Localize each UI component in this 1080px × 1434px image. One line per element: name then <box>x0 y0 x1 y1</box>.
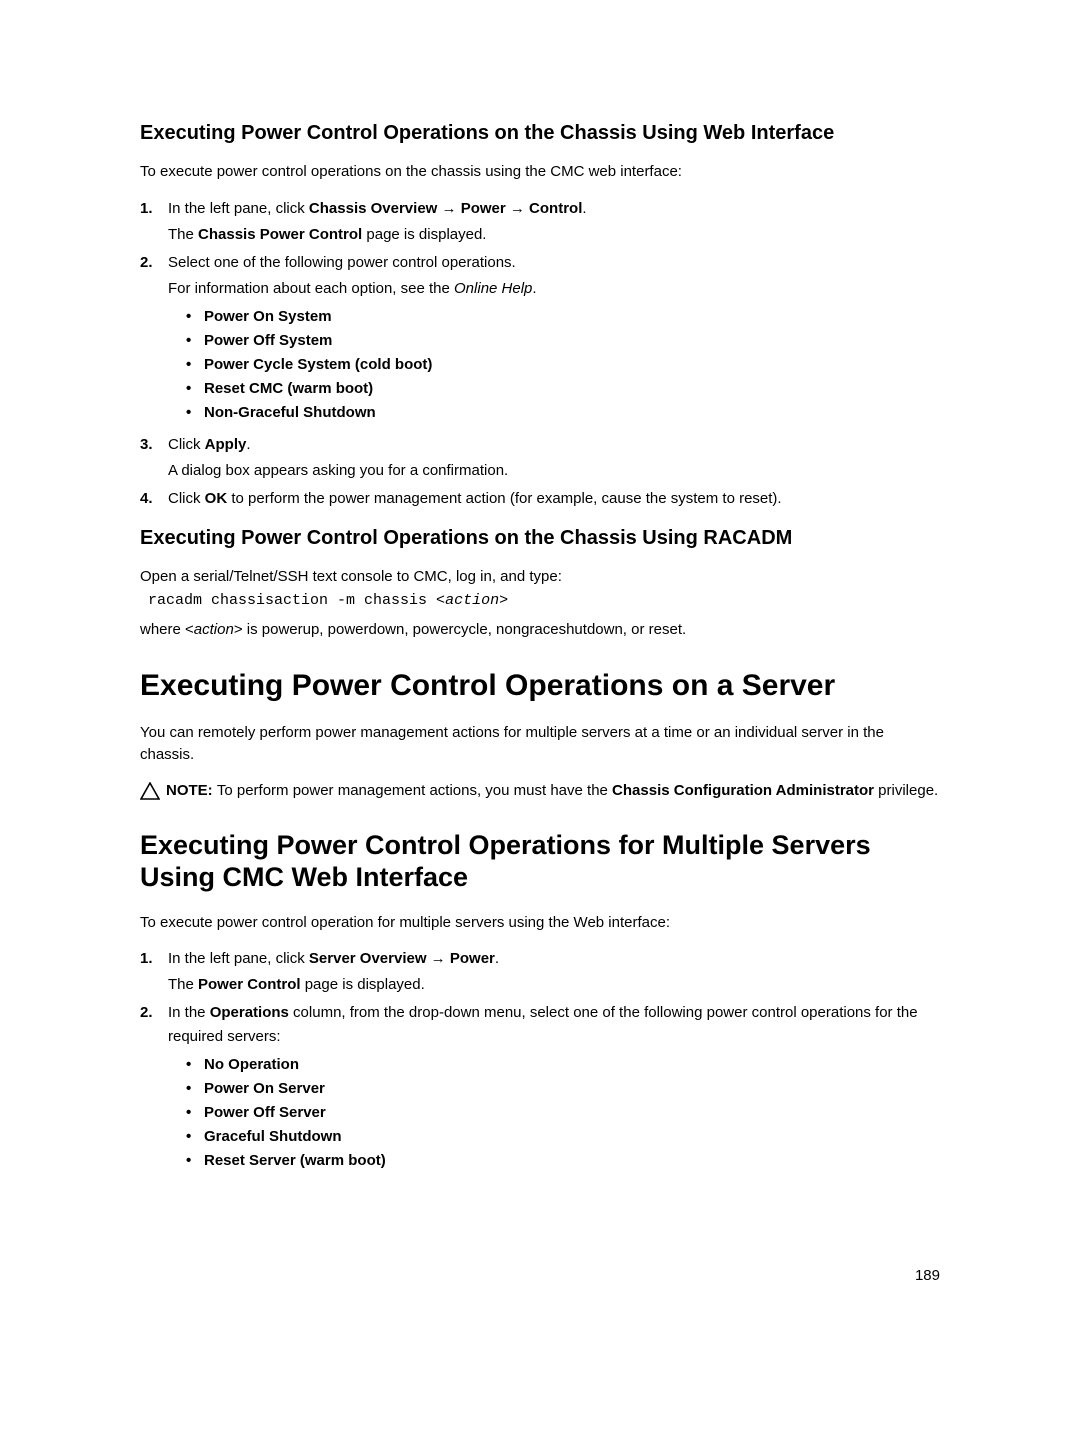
step-content: In the Operations column, from the drop-… <box>168 1001 940 1177</box>
text-bold: Power <box>450 950 495 967</box>
text: . <box>532 280 536 297</box>
step-number: 2. <box>140 251 168 429</box>
section4-title: Executing Power Control Operations for M… <box>140 829 940 894</box>
text-bold: Apply <box>205 436 247 453</box>
list-item: 2. Select one of the following power con… <box>140 251 940 429</box>
text-bold: Reset CMC (warm boot) <box>204 380 373 397</box>
text: . <box>495 950 499 967</box>
list-item: 3. Click Apply. A dialog box appears ask… <box>140 433 940 483</box>
step-content: Click OK to perform the power management… <box>168 487 940 511</box>
list-item: 1. In the left pane, click Chassis Overv… <box>140 197 940 247</box>
text-bold: Server Overview <box>309 950 427 967</box>
text-bold: Power Cycle System (cold boot) <box>204 356 432 373</box>
text-bold: Non-Graceful Shutdown <box>204 404 376 421</box>
text-bold: Chassis Power Control <box>198 226 362 243</box>
text: where < <box>140 621 194 638</box>
text-bold: Reset Server (warm boot) <box>204 1152 386 1169</box>
text: > <box>499 592 508 609</box>
text-bold: Graceful Shutdown <box>204 1128 342 1145</box>
text: → <box>437 200 460 217</box>
bullet-item: Graceful Shutdown <box>186 1125 940 1149</box>
text-bold: Power Control <box>198 976 301 993</box>
text-bold: No Operation <box>204 1056 299 1073</box>
text: To perform power management actions, you… <box>217 782 612 799</box>
text: > is powerup, powerdown, powercycle, non… <box>234 621 686 638</box>
text-italic: action <box>194 621 234 638</box>
step-number: 4. <box>140 487 168 511</box>
text: page is displayed. <box>362 226 486 243</box>
step-content: In the left pane, click Server Overview … <box>168 947 940 997</box>
bullet-item: Reset Server (warm boot) <box>186 1149 940 1173</box>
text-bold: Chassis Configuration Administrator <box>612 782 874 799</box>
list-item: 2. In the Operations column, from the dr… <box>140 1001 940 1177</box>
bullet-item: Power On System <box>186 305 940 329</box>
text-bold: OK <box>205 490 228 507</box>
section1-steps: 1. In the left pane, click Chassis Overv… <box>140 197 940 511</box>
section2-after: where <action> is powerup, powerdown, po… <box>140 619 940 641</box>
page-content: Executing Power Control Operations on th… <box>0 0 1080 1344</box>
step-number: 1. <box>140 947 168 997</box>
bullet-item: No Operation <box>186 1053 940 1077</box>
section2-intro: Open a serial/Telnet/SSH text console to… <box>140 566 940 588</box>
text: In the left pane, click <box>168 950 309 967</box>
text: privilege. <box>874 782 938 799</box>
step-content: Select one of the following power contro… <box>168 251 940 429</box>
note-text: NOTE: To perform power management action… <box>166 780 940 802</box>
section2-title: Executing Power Control Operations on th… <box>140 525 940 552</box>
text-bold: Power <box>461 200 506 217</box>
text: Click <box>168 436 205 453</box>
section3-intro: You can remotely perform power managemen… <box>140 722 940 766</box>
step-number: 3. <box>140 433 168 483</box>
bullet-item: Power On Server <box>186 1077 940 1101</box>
text: In the <box>168 1004 210 1021</box>
text-bold: Chassis Overview <box>309 200 437 217</box>
text-bold: Power Off Server <box>204 1104 326 1121</box>
note-label: NOTE: <box>166 782 217 799</box>
text: to perform the power management action (… <box>227 490 781 507</box>
text: The <box>168 976 198 993</box>
list-item: 4. Click OK to perform the power managem… <box>140 487 940 511</box>
command-text: racadm chassisaction -m chassis <action> <box>148 592 940 609</box>
text: Click <box>168 490 205 507</box>
text: → <box>506 200 529 217</box>
text: The <box>168 226 198 243</box>
text-italic: Online Help <box>454 280 532 297</box>
text: racadm chassisaction -m chassis < <box>148 592 445 609</box>
text: A dialog box appears asking you for a co… <box>168 459 940 483</box>
section1-title: Executing Power Control Operations on th… <box>140 120 940 147</box>
page-number: 189 <box>140 1267 940 1284</box>
list-item: 1. In the left pane, click Server Overvi… <box>140 947 940 997</box>
text: → <box>427 950 450 967</box>
bullet-list: No Operation Power On Server Power Off S… <box>186 1053 940 1173</box>
step-number: 1. <box>140 197 168 247</box>
section4-intro: To execute power control operation for m… <box>140 912 940 934</box>
bullet-item: Power Off Server <box>186 1101 940 1125</box>
step-content: Click Apply. A dialog box appears asking… <box>168 433 940 483</box>
text-italic: action <box>445 592 499 609</box>
note-block: NOTE: To perform power management action… <box>140 780 940 805</box>
text: For information about each option, see t… <box>168 280 454 297</box>
step-number: 2. <box>140 1001 168 1177</box>
text-bold: Power On System <box>204 308 332 325</box>
caution-icon <box>140 780 166 805</box>
text-bold: Control <box>529 200 582 217</box>
bullet-list: Power On System Power Off System Power C… <box>186 305 940 425</box>
text: page is displayed. <box>301 976 425 993</box>
text: In the left pane, click <box>168 200 309 217</box>
text: . <box>246 436 250 453</box>
bullet-item: Reset CMC (warm boot) <box>186 377 940 401</box>
text-bold: Power Off System <box>204 332 332 349</box>
section1-intro: To execute power control operations on t… <box>140 161 940 183</box>
text-bold: Power On Server <box>204 1080 325 1097</box>
bullet-item: Non-Graceful Shutdown <box>186 401 940 425</box>
text: . <box>582 200 586 217</box>
section4-steps: 1. In the left pane, click Server Overvi… <box>140 947 940 1177</box>
step-content: In the left pane, click Chassis Overview… <box>168 197 940 247</box>
bullet-item: Power Off System <box>186 329 940 353</box>
text-bold: Operations <box>210 1004 289 1021</box>
section3-title: Executing Power Control Operations on a … <box>140 668 940 704</box>
text: Select one of the following power contro… <box>168 254 516 271</box>
bullet-item: Power Cycle System (cold boot) <box>186 353 940 377</box>
